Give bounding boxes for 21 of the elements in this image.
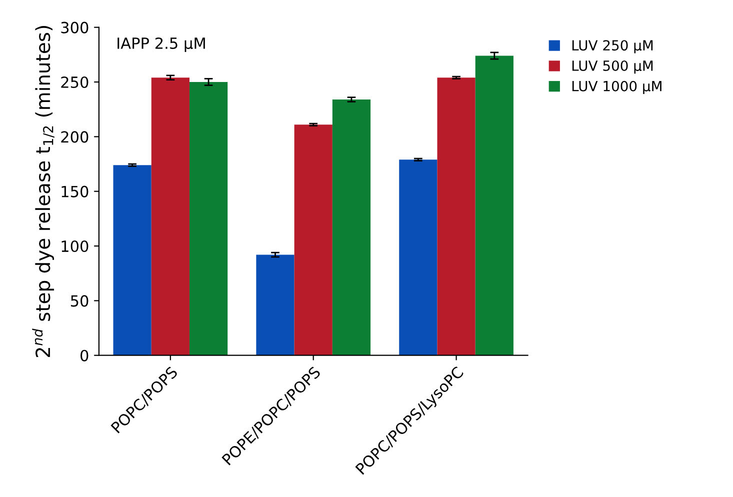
bar [294,124,332,356]
bar [189,82,228,356]
legend-label: LUV 250 μM [572,40,653,54]
bar [399,160,438,356]
bar [332,100,371,356]
y-tick-label: 50 [70,295,88,307]
y-axis-title: 2$^{nd}$ step dye release t$_{1/2}$ (minutes) [32,26,54,358]
bar [256,254,294,356]
bar [113,165,152,356]
y-tick-label: 200 [61,131,88,143]
bar [475,56,514,356]
y-tick-label: 0 [80,350,88,362]
y-tick-label: 250 [61,76,88,88]
y-tick-label: 100 [62,240,88,252]
bar [151,78,190,356]
y-tick-label: 150 [62,186,88,198]
y-tick-label: 300 [61,22,88,34]
bar [437,78,476,356]
legend-label: LUV 500 μM [572,60,653,74]
legend-label: LUV 1000 μM [572,80,662,94]
annotation: IAPP 2.5 μM [118,37,205,52]
